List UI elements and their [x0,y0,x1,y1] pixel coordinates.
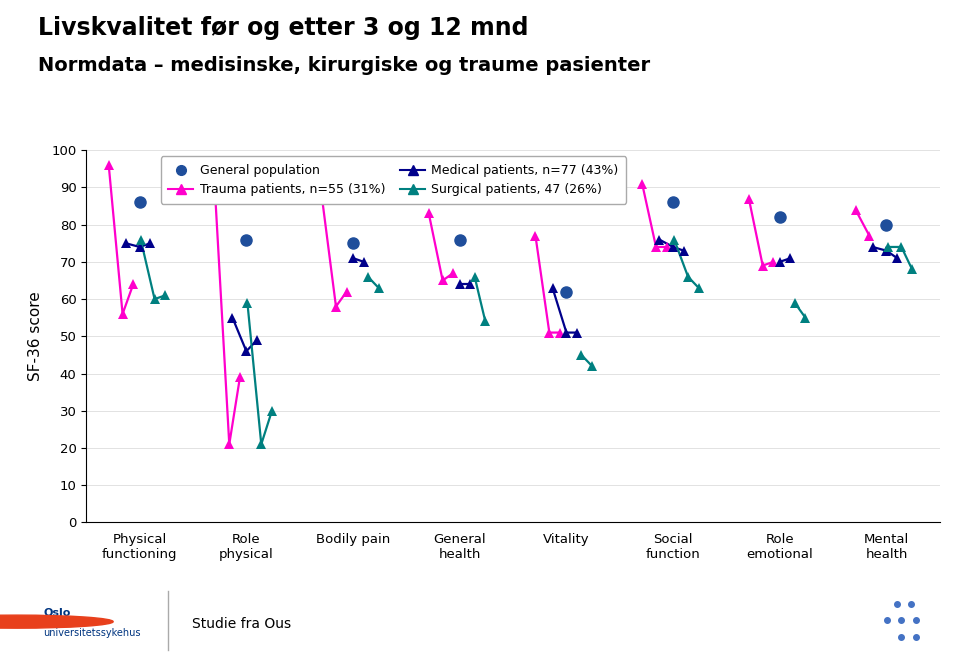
Text: Livskvalitet før og etter 3 og 12 mnd: Livskvalitet før og etter 3 og 12 mnd [38,16,528,40]
Text: universitetssykehus: universitetssykehus [43,628,141,639]
Legend: General population, Trauma patients, n=55 (31%), Medical patients, n=77 (43%), S: General population, Trauma patients, n=5… [161,157,626,204]
Text: Studie fra Ous: Studie fra Ous [192,616,291,631]
Y-axis label: SF-36 score: SF-36 score [28,291,43,381]
Text: Oslo: Oslo [43,607,71,618]
Text: Normdata – medisinske, kirurgiske og traume pasienter: Normdata – medisinske, kirurgiske og tra… [38,56,650,74]
Circle shape [0,615,113,628]
